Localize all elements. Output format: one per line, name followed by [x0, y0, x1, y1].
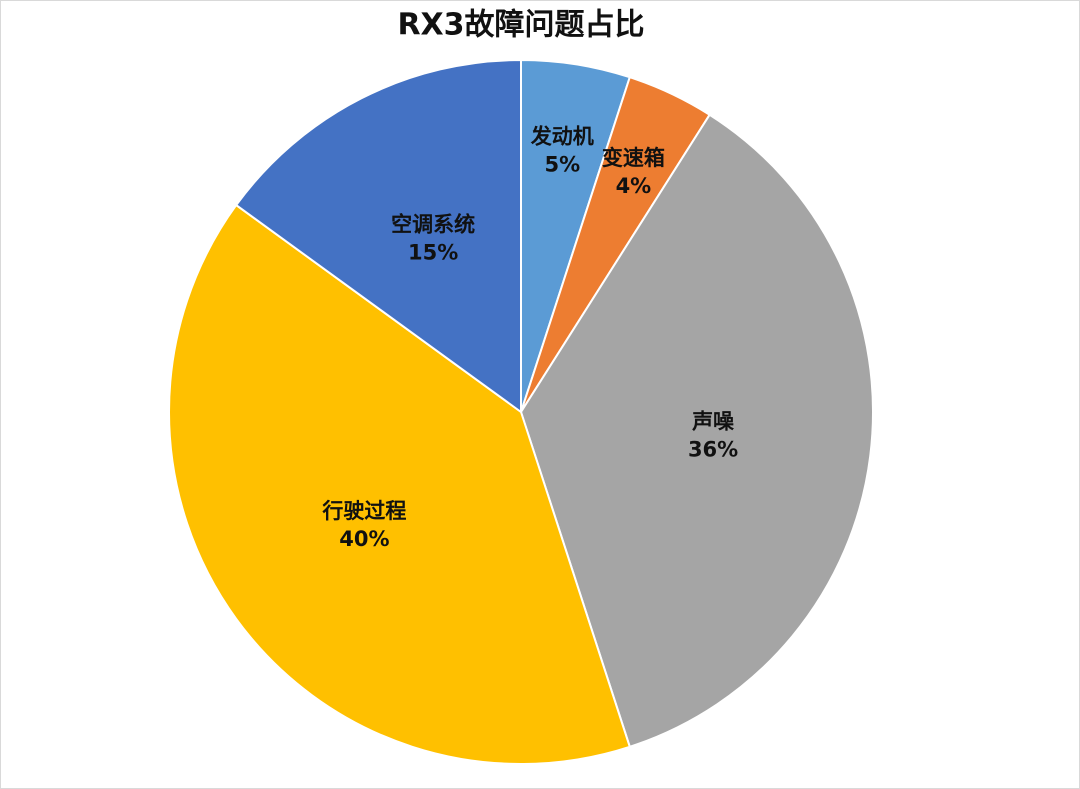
slice-value-label: 5% [544, 152, 580, 176]
slice-label: 行驶过程 [321, 499, 406, 523]
pie-slice [234, 58, 522, 414]
slice-label: 变速箱 [602, 146, 665, 170]
slice-value-label: 36% [688, 437, 738, 461]
slice-label: 空调系统 [391, 213, 475, 237]
slice-value-label: 15% [408, 241, 458, 265]
slice-value-label: 4% [616, 174, 652, 198]
slice-label: 发动机 [530, 124, 594, 148]
slice-value-label: 40% [339, 527, 389, 551]
chart-title: RX3故障问题占比 [397, 8, 644, 43]
pie-slice [519, 113, 874, 749]
pie-slice [168, 203, 632, 765]
slice-label: 声噪 [691, 409, 735, 433]
